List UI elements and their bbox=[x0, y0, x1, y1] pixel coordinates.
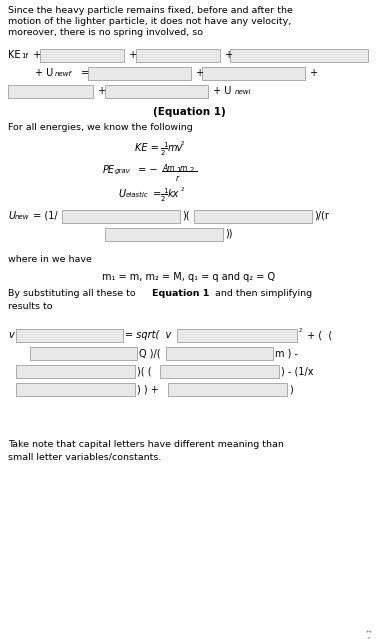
Text: )/(r: )/(r bbox=[314, 211, 329, 221]
FancyBboxPatch shape bbox=[202, 67, 305, 80]
Text: m₁ = m, m₂ = M, q₁ = q and q₂ = Q: m₁ = m, m₂ = M, q₁ = q and q₂ = Q bbox=[102, 272, 276, 282]
Text: newi: newi bbox=[235, 89, 251, 95]
Text: moreover, there is no spring involved, so: moreover, there is no spring involved, s… bbox=[8, 28, 203, 37]
Text: KE: KE bbox=[8, 50, 20, 60]
FancyBboxPatch shape bbox=[40, 49, 124, 62]
FancyBboxPatch shape bbox=[194, 210, 312, 223]
Text: ) ) +: ) ) + bbox=[137, 384, 159, 394]
Text: where in we have: where in we have bbox=[8, 255, 92, 264]
Text: small letter variables/constants.: small letter variables/constants. bbox=[8, 453, 161, 462]
FancyBboxPatch shape bbox=[177, 329, 297, 342]
Text: (Equation 1): (Equation 1) bbox=[153, 107, 225, 117]
Text: +: + bbox=[307, 68, 318, 78]
Text: 2: 2 bbox=[190, 167, 194, 173]
FancyBboxPatch shape bbox=[105, 85, 208, 98]
Text: grav: grav bbox=[115, 168, 131, 174]
FancyBboxPatch shape bbox=[16, 365, 135, 378]
Text: =: = bbox=[150, 189, 161, 199]
Text: For all energies, we know the following: For all energies, we know the following bbox=[8, 123, 193, 132]
Text: +: + bbox=[193, 68, 204, 78]
Text: 2: 2 bbox=[161, 150, 166, 156]
Text: Am: Am bbox=[162, 164, 175, 173]
Text: Take note that capital letters have different meaning than: Take note that capital letters have diff… bbox=[8, 440, 284, 449]
Text: 1: 1 bbox=[176, 167, 181, 173]
FancyBboxPatch shape bbox=[166, 347, 273, 360]
Text: kx: kx bbox=[168, 189, 180, 199]
Text: +: + bbox=[95, 86, 106, 96]
Text: v: v bbox=[8, 330, 14, 340]
Text: new: new bbox=[15, 214, 29, 220]
Text: Q )/(: Q )/( bbox=[139, 348, 161, 358]
Text: = sqrt(  v: = sqrt( v bbox=[125, 330, 171, 340]
Text: U: U bbox=[118, 189, 125, 199]
Text: elastic: elastic bbox=[126, 192, 149, 198]
Text: m ) -: m ) - bbox=[275, 348, 298, 358]
Text: results to: results to bbox=[8, 302, 53, 311]
Text: ↔
↕: ↔ ↕ bbox=[366, 630, 372, 639]
FancyBboxPatch shape bbox=[105, 228, 223, 241]
FancyBboxPatch shape bbox=[230, 49, 368, 62]
Text: 1f: 1f bbox=[21, 53, 28, 59]
FancyBboxPatch shape bbox=[160, 365, 279, 378]
FancyBboxPatch shape bbox=[16, 329, 123, 342]
FancyBboxPatch shape bbox=[88, 67, 191, 80]
Text: Equation 1: Equation 1 bbox=[152, 289, 209, 298]
Text: + (  (: + ( ( bbox=[304, 330, 332, 340]
Text: = −: = − bbox=[135, 165, 158, 175]
FancyBboxPatch shape bbox=[30, 347, 137, 360]
Text: +: + bbox=[126, 50, 137, 60]
Text: m: m bbox=[180, 164, 187, 173]
Text: 2: 2 bbox=[299, 328, 302, 333]
Text: +: + bbox=[30, 50, 41, 60]
FancyBboxPatch shape bbox=[62, 210, 180, 223]
Text: and then simplifying: and then simplifying bbox=[212, 289, 312, 298]
Text: U: U bbox=[8, 211, 15, 221]
Text: motion of the lighter particle, it does not have any velocity,: motion of the lighter particle, it does … bbox=[8, 17, 291, 26]
FancyBboxPatch shape bbox=[16, 383, 135, 396]
Text: newf: newf bbox=[55, 71, 72, 77]
Text: 1: 1 bbox=[163, 142, 167, 148]
Text: 2: 2 bbox=[181, 187, 184, 192]
FancyBboxPatch shape bbox=[8, 85, 93, 98]
Text: ) - (1/x: ) - (1/x bbox=[281, 366, 313, 376]
Text: 2: 2 bbox=[181, 141, 184, 146]
Text: )(: )( bbox=[182, 211, 190, 221]
FancyBboxPatch shape bbox=[168, 383, 287, 396]
Text: )( (: )( ( bbox=[137, 366, 152, 376]
Text: r: r bbox=[176, 174, 179, 183]
Text: PE: PE bbox=[103, 165, 115, 175]
Text: 2: 2 bbox=[161, 196, 166, 202]
Text: By substituting all these to: By substituting all these to bbox=[8, 289, 139, 298]
Text: KE =: KE = bbox=[135, 143, 159, 153]
Text: )): )) bbox=[225, 229, 232, 239]
Text: 1: 1 bbox=[163, 188, 167, 194]
Text: mv: mv bbox=[168, 143, 183, 153]
Text: + U: + U bbox=[35, 68, 53, 78]
FancyBboxPatch shape bbox=[136, 49, 220, 62]
Text: + U: + U bbox=[210, 86, 231, 96]
Text: ): ) bbox=[289, 384, 293, 394]
Text: +: + bbox=[222, 50, 233, 60]
Text: =: = bbox=[78, 68, 89, 78]
Text: = (1/: = (1/ bbox=[30, 211, 57, 221]
Text: Since the heavy particle remains fixed, before and after the: Since the heavy particle remains fixed, … bbox=[8, 6, 293, 15]
